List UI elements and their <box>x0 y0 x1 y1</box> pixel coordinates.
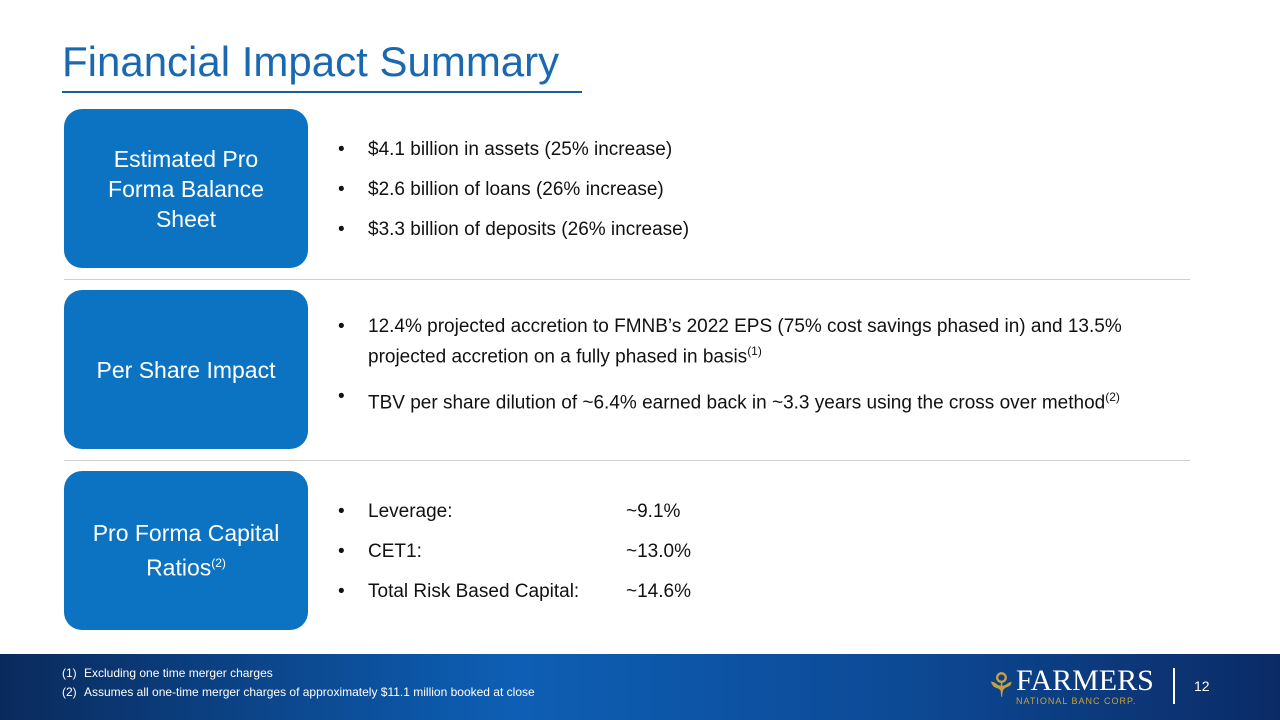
company-logo: ⚘ FARMERS NATIONAL BANC CORP. <box>986 664 1154 708</box>
ratio-value: ~9.1% <box>626 501 681 522</box>
ratio-name: Leverage: <box>368 501 453 522</box>
logo-subtitle: NATIONAL BANC CORP. <box>1016 696 1137 706</box>
title-underline <box>62 91 582 93</box>
section-label-capital-ratios: Pro Forma Capital Ratios(2) <box>64 471 308 630</box>
page-title: Financial Impact Summary <box>62 38 560 85</box>
footnote-ref: (2) <box>211 556 226 571</box>
footnote: (2) Assumes all one-time merger charges o… <box>62 683 535 702</box>
balance-sheet-bullets: $4.1 billion in assets (25% increase) $2… <box>338 138 689 258</box>
ratio-name: CET1: <box>368 541 422 562</box>
footnote-ref: (1) <box>747 344 762 358</box>
divider <box>1173 668 1175 704</box>
ratio-value: ~14.6% <box>626 581 691 602</box>
section-label-balance-sheet: Estimated Pro Forma Balance Sheet <box>64 109 308 268</box>
bullet: $2.6 billion of loans (26% increase) <box>338 178 689 202</box>
footnote-text: Assumes all one-time merger charges of a… <box>84 685 535 699</box>
ratio-item: CET1: ~13.0% <box>338 540 838 564</box>
ratio-name: Total Risk Based Capital: <box>368 581 580 602</box>
bullet-text: TBV per share dilution of ~6.4% earned b… <box>368 392 1106 414</box>
bullet: 12.4% projected accretion to FMNB’s 2022… <box>338 315 1138 369</box>
ratio-item: Total Risk Based Capital: ~14.6% <box>338 580 838 604</box>
footnote-number: (1) <box>62 666 77 680</box>
footer: (1) Excluding one time merger charges (2)… <box>0 654 1280 720</box>
section-label-per-share: Per Share Impact <box>64 290 308 449</box>
footnote-text: Excluding one time merger charges <box>84 666 273 680</box>
bullet: $3.3 billion of deposits (26% increase) <box>338 218 689 242</box>
footnotes: (1) Excluding one time merger charges (2)… <box>62 664 535 702</box>
logo-name: FARMERS <box>1016 664 1154 697</box>
divider <box>64 460 1190 461</box>
ratio-item: Leverage: ~9.1% <box>338 500 838 524</box>
wheat-sheaf-icon: ⚘ <box>986 667 1017 705</box>
footnote: (1) Excluding one time merger charges <box>62 664 535 683</box>
bullet: TBV per share dilution of ~6.4% earned b… <box>338 385 1138 415</box>
page-number: 12 <box>1194 678 1210 694</box>
footnote-ref: (2) <box>1105 390 1120 405</box>
capital-ratio-bullets: Leverage: ~9.1% CET1: ~13.0% Total Risk Ba… <box>338 500 838 620</box>
bullet-text: 12.4% projected accretion to FMNB’s 2022… <box>368 316 1122 368</box>
label-text: Pro Forma Capital Ratios <box>92 520 280 581</box>
divider <box>64 279 1190 280</box>
bullet: $4.1 billion in assets (25% increase) <box>338 138 689 162</box>
per-share-bullets: 12.4% projected accretion to FMNB’s 2022… <box>338 315 1138 432</box>
footnote-number: (2) <box>62 685 77 699</box>
ratio-value: ~13.0% <box>626 541 691 562</box>
